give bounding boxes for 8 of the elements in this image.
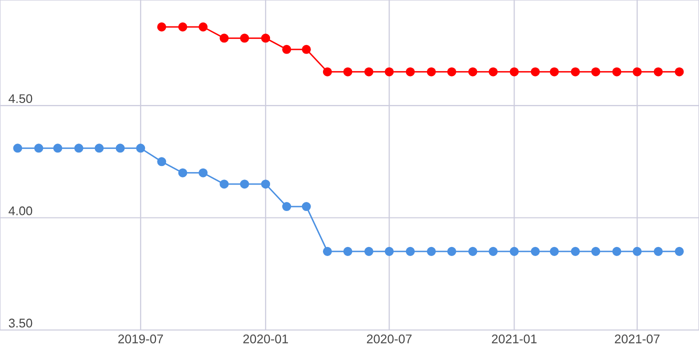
x-tick-label: 2019-07: [118, 334, 163, 344]
y-tick-label: 3.50: [8, 318, 32, 328]
x-tick-label: 2021-01: [492, 334, 537, 344]
y-tick-label: 4.50: [8, 94, 32, 104]
x-tick-label: 2020-07: [366, 334, 412, 344]
x-tick-label: 2020-01: [243, 334, 288, 344]
y-tick-label: 4.00: [8, 206, 32, 216]
x-tick-label: 2021-07: [614, 334, 660, 344]
